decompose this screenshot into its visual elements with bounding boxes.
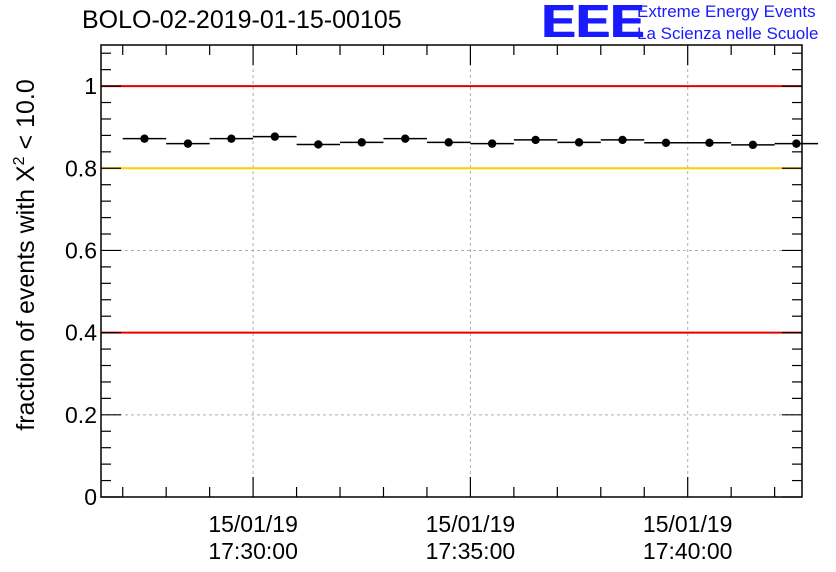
- data-point: [166, 139, 210, 148]
- y-tick-label: 0.2: [65, 402, 97, 428]
- y-axis-label-suffix: < 10.0: [12, 79, 40, 156]
- y-tick-label: 0.6: [65, 237, 97, 263]
- data-point: [774, 139, 819, 148]
- data-point: [340, 138, 384, 147]
- reference-lines: [101, 85, 802, 334]
- data-point: [513, 135, 558, 145]
- data-point-marker: [487, 139, 497, 148]
- x-tick-label-date: 15/01/19: [426, 511, 516, 537]
- x-tick-label-time: 17:35:00: [426, 538, 516, 564]
- data-point: [557, 138, 601, 147]
- data-point-marker: [748, 140, 758, 150]
- y-axis-label-symbol: X: [12, 165, 40, 182]
- data-point-marker: [574, 138, 584, 147]
- y-axis-label-prefix: fraction of events with: [12, 182, 40, 431]
- data-point: [426, 138, 471, 147]
- data-point: [644, 138, 688, 147]
- data-point-marker: [401, 134, 410, 143]
- data-point-marker: [531, 135, 540, 145]
- data-point: [687, 138, 732, 147]
- logo-subtitle-line1: Extreme Energy Events: [637, 2, 816, 21]
- data-point-marker: [661, 138, 671, 147]
- data-point: [600, 135, 645, 145]
- x-tick-label-time: 17:30:00: [208, 538, 298, 564]
- data-point: [122, 134, 167, 143]
- logo-subtitle-line2: La Scienza nelle Scuole: [637, 24, 819, 43]
- data-point-marker: [792, 139, 801, 148]
- data-point-marker: [270, 132, 280, 141]
- data-point: [209, 134, 254, 143]
- data-point: [383, 134, 427, 143]
- y-tick-label: 0: [84, 484, 97, 510]
- data-point-marker: [227, 134, 236, 143]
- data-point-marker: [314, 140, 323, 149]
- data-point-marker: [705, 138, 714, 147]
- data-point: [470, 139, 514, 148]
- data-point-marker: [183, 139, 193, 148]
- y-tick-label: 1: [84, 73, 97, 99]
- x-tick-label-time: 17:40:00: [643, 538, 733, 564]
- x-tick-label-date: 15/01/19: [643, 511, 733, 537]
- data-point-marker: [357, 138, 366, 147]
- x-tick-label-date: 15/01/19: [208, 511, 298, 537]
- axes: 00.20.40.60.8115/01/1917:30:0015/01/1917…: [65, 44, 803, 564]
- plot-frame: [100, 44, 803, 498]
- grid-lines: [101, 45, 802, 497]
- data-point: [731, 140, 775, 150]
- chart-title: BOLO-02-2019-01-15-00105: [82, 6, 402, 34]
- data-point: [253, 132, 297, 141]
- data-point-marker: [140, 134, 149, 143]
- data-point-marker: [618, 135, 627, 145]
- y-tick-label: 0.8: [65, 155, 97, 181]
- y-axis-label: fraction of events with X2 < 10.0: [11, 79, 40, 430]
- data-points: [122, 132, 819, 150]
- y-tick-label: 0.4: [65, 320, 97, 346]
- data-point: [296, 140, 341, 149]
- data-point-marker: [444, 138, 453, 147]
- eee-logo: EEE: [542, 0, 646, 47]
- y-axis-label-superscript: 2: [11, 156, 28, 165]
